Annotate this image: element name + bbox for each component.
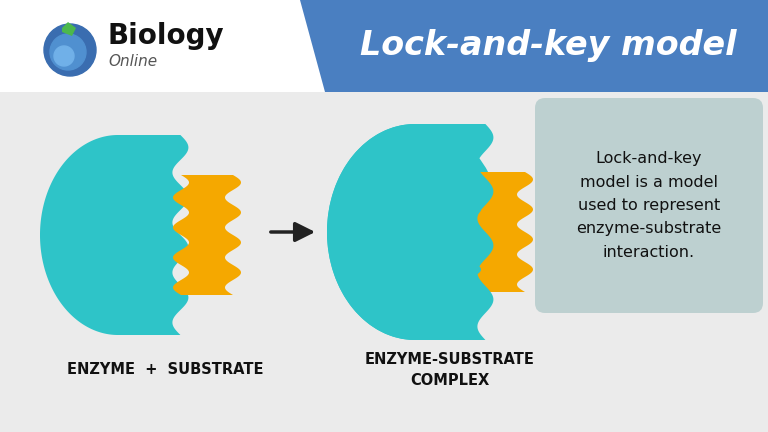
FancyBboxPatch shape xyxy=(535,98,763,313)
Ellipse shape xyxy=(327,124,503,340)
Bar xyxy=(0,0,768,92)
Text: Lock-and-key model: Lock-and-key model xyxy=(359,29,737,63)
Polygon shape xyxy=(40,135,188,335)
Text: ENZYME  +  SUBSTRATE: ENZYME + SUBSTRATE xyxy=(67,362,263,378)
Polygon shape xyxy=(62,22,76,36)
Text: Lock-and-key
model is a model
used to represent
enzyme-substrate
interaction.: Lock-and-key model is a model used to re… xyxy=(576,151,722,260)
Circle shape xyxy=(54,46,74,66)
Polygon shape xyxy=(327,124,493,340)
Circle shape xyxy=(44,24,96,76)
Polygon shape xyxy=(173,175,241,295)
Text: Online: Online xyxy=(108,54,157,70)
Circle shape xyxy=(50,34,86,70)
Text: ENZYME-SUBSTRATE
COMPLEX: ENZYME-SUBSTRATE COMPLEX xyxy=(365,352,535,388)
Polygon shape xyxy=(300,0,768,92)
Text: Biology: Biology xyxy=(108,22,224,50)
Polygon shape xyxy=(465,172,533,292)
